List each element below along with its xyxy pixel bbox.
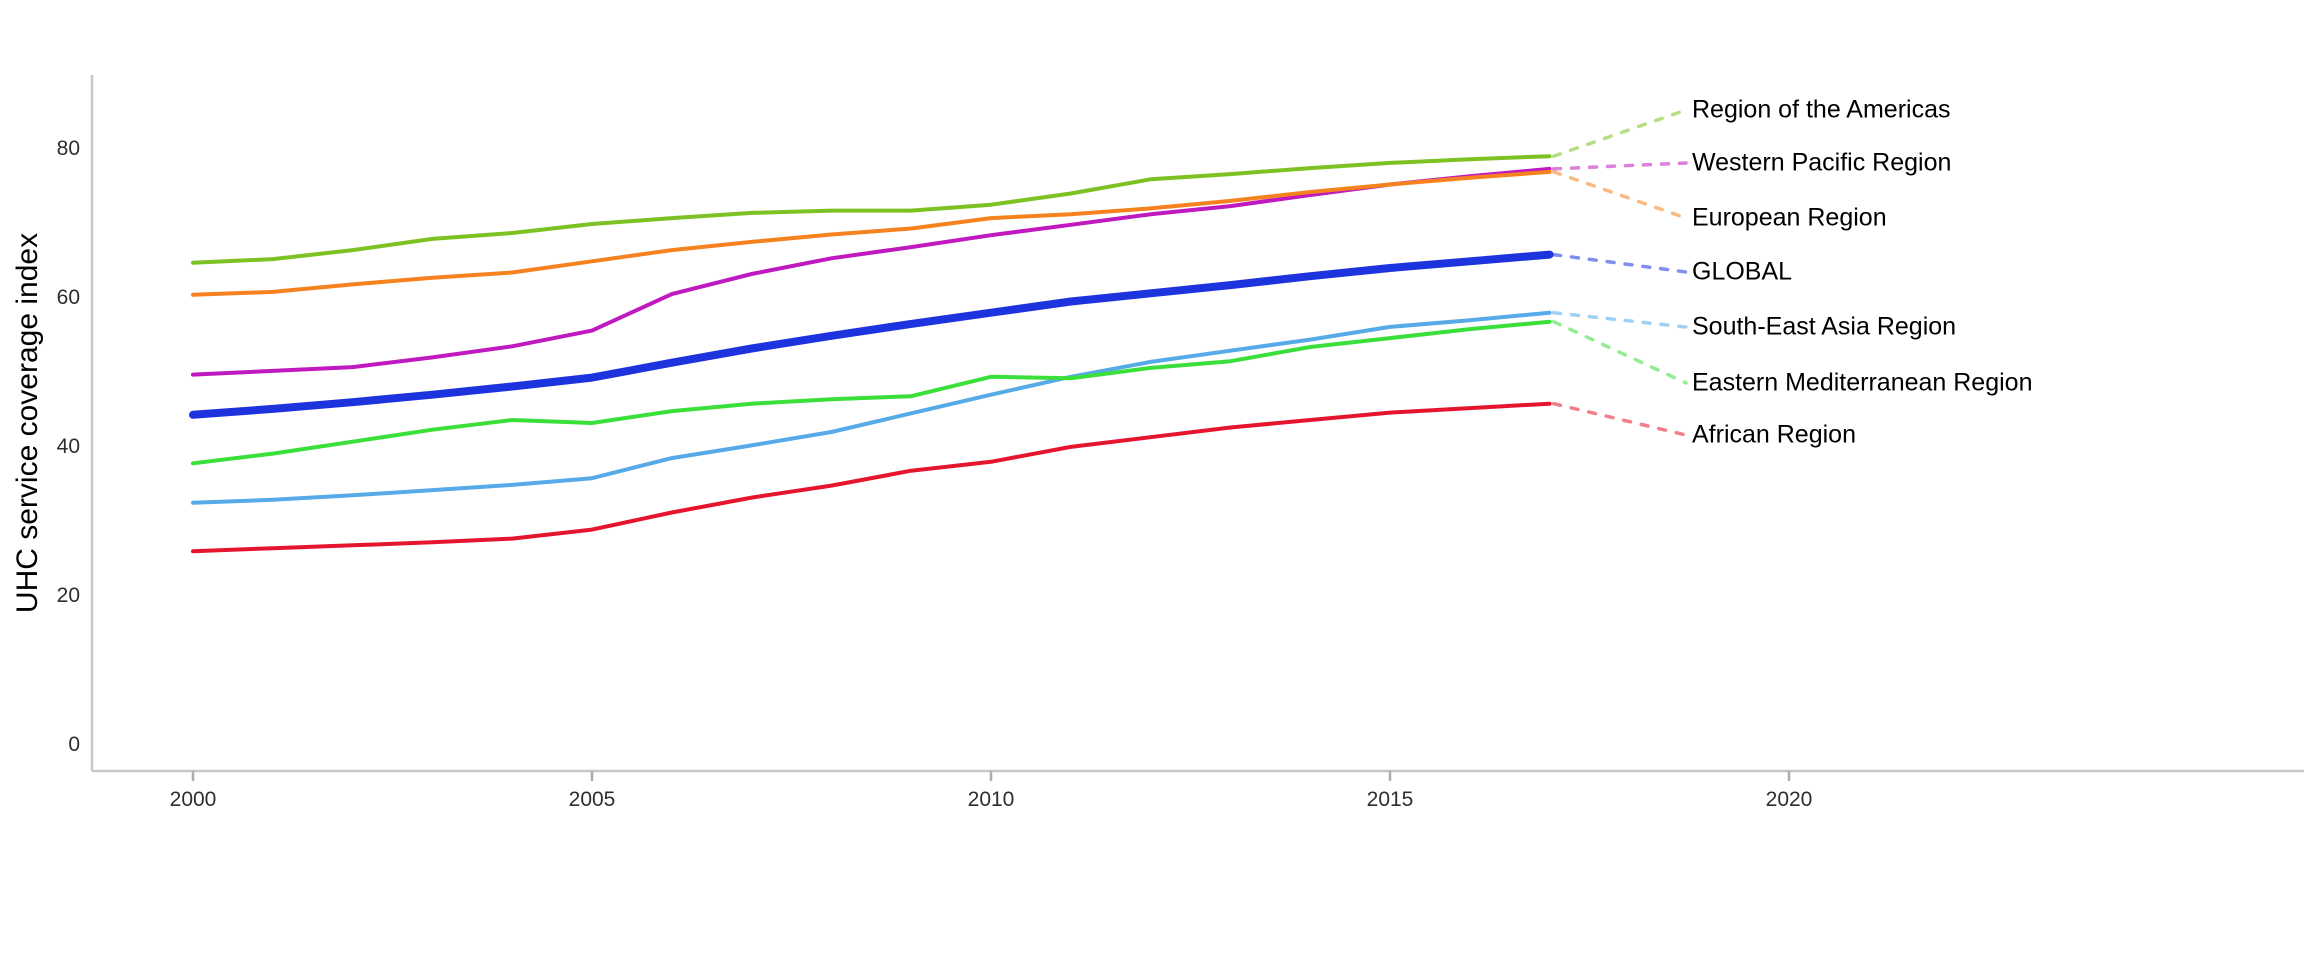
leader-line-eastern-mediterranean-region: [1551, 319, 1688, 385]
series-line-african-region: [191, 401, 1552, 554]
leader-line-region-of-the-americas: [1551, 108, 1688, 158]
x-tick-label-2005: 2005: [568, 788, 616, 811]
leader-line-african-region: [1551, 401, 1688, 437]
leader-line-global: [1551, 252, 1688, 274]
series-label-region-of-the-americas: Region of the Americas: [1692, 95, 1951, 124]
series-line-western-pacific-region: [191, 166, 1552, 377]
y-tick-label-20: 20: [56, 583, 80, 607]
y-tick-label-60: 60: [56, 285, 80, 309]
y-tick-label-0: 0: [68, 733, 80, 756]
series-label-south-east-asia-region: South-East Asia Region: [1692, 312, 1957, 341]
series-label-eastern-mediterranean-region: Eastern Mediterranean Region: [1692, 368, 2033, 397]
series-label-european-region: European Region: [1692, 203, 1887, 232]
leader-line-european-region: [1551, 170, 1688, 220]
leader-line-western-pacific-region: [1551, 161, 1688, 171]
x-tick-label-2015: 2015: [1366, 788, 1414, 811]
y-tick-label-80: 80: [56, 136, 80, 160]
series-line-global: [189, 250, 1554, 419]
leader-line-south-east-asia-region: [1551, 310, 1688, 329]
series-line-eastern-mediterranean-region: [191, 319, 1552, 466]
series-line-european-region: [191, 169, 1552, 297]
x-tick-label-2020: 2020: [1765, 788, 1813, 811]
x-tick-label-2000: 2000: [169, 788, 217, 811]
series-label-western-pacific-region: Western Pacific Region: [1692, 148, 1952, 177]
series-line-south-east-asia-region: [191, 310, 1552, 505]
series-line-region-of-the-americas: [191, 154, 1552, 265]
y-tick-label-40: 40: [56, 434, 80, 458]
series-label-african-region: African Region: [1692, 420, 1856, 449]
x-tick-label-2010: 2010: [967, 788, 1015, 811]
series-label-global: GLOBAL: [1692, 257, 1793, 286]
